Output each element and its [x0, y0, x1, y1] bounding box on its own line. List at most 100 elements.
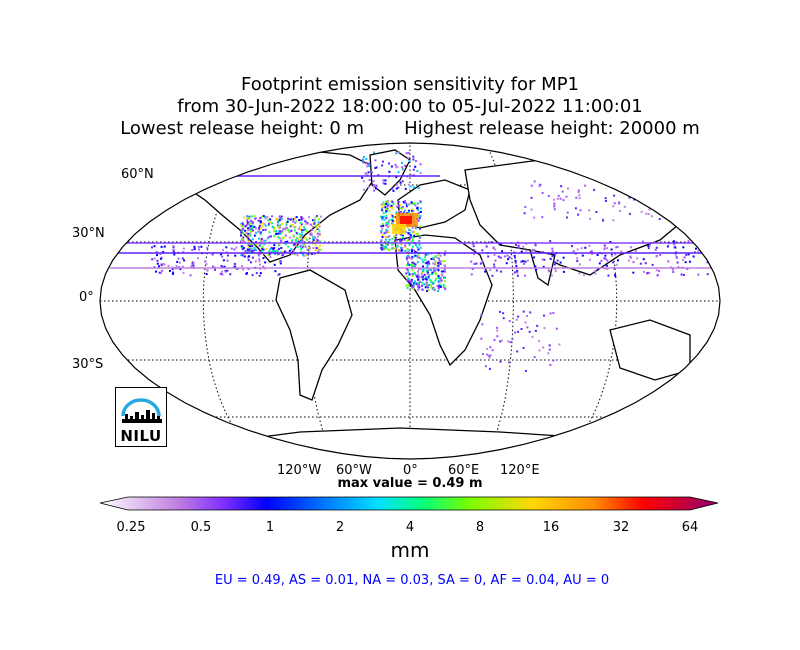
sensitivity-cell	[375, 187, 377, 190]
sensitivity-cell	[299, 221, 302, 224]
sensitivity-cell	[267, 224, 270, 227]
sensitivity-cell	[151, 246, 153, 249]
sensitivity-cell	[279, 232, 282, 235]
sensitivity-cell	[437, 262, 440, 264]
sensitivity-cell	[310, 233, 313, 236]
sensitivity-cell	[230, 247, 233, 250]
sensitivity-cell	[395, 239, 398, 242]
sensitivity-cell	[367, 186, 370, 189]
sensitivity-cell	[414, 280, 416, 283]
sensitivity-cell	[259, 243, 262, 246]
sensitivity-cell	[528, 330, 531, 333]
sensitivity-cell	[481, 259, 484, 262]
sensitivity-cell	[395, 234, 398, 237]
sensitivity-cell	[429, 284, 432, 287]
sensitivity-cell	[424, 256, 427, 259]
sensitivity-cell	[417, 278, 420, 281]
sensitivity-cell	[406, 226, 409, 229]
sensitivity-cell	[404, 244, 407, 247]
sensitivity-cell	[479, 262, 482, 265]
sensitivity-cell	[667, 260, 670, 263]
sensitivity-cell	[683, 274, 685, 276]
sensitivity-cell	[176, 260, 179, 263]
sensitivity-cell	[543, 258, 546, 261]
sensitivity-cell	[156, 259, 159, 262]
sensitivity-cell	[222, 259, 225, 262]
sensitivity-cell	[240, 238, 243, 241]
sensitivity-cell	[395, 245, 398, 248]
sensitivity-cell	[515, 243, 517, 246]
sensitivity-cell	[407, 270, 410, 273]
sensitivity-cell	[603, 247, 606, 250]
sensitivity-cell	[245, 223, 248, 226]
sensitivity-cell	[424, 277, 427, 280]
sensitivity-cell	[434, 271, 437, 274]
sensitivity-cell	[551, 250, 554, 253]
sensitivity-cell	[502, 312, 505, 315]
sensitivity-cell	[484, 270, 487, 273]
sensitivity-cell	[293, 229, 296, 232]
sensitivity-cell	[271, 215, 274, 218]
sensitivity-cell	[382, 179, 385, 182]
region-stats: EU = 0.49, AS = 0.01, NA = 0.03, SA = 0,…	[214, 573, 610, 588]
sensitivity-cell	[407, 151, 410, 154]
sensitivity-cell	[314, 240, 317, 243]
sensitivity-cell	[295, 220, 298, 223]
sensitivity-cell	[404, 209, 406, 212]
sensitivity-cell	[366, 165, 368, 168]
sensitivity-cell	[171, 267, 174, 270]
sensitivity-cell	[229, 273, 232, 276]
sensitivity-cell	[309, 241, 312, 244]
sensitivity-cell	[417, 288, 420, 291]
sensitivity-cell	[406, 263, 409, 266]
sensitivity-cell	[221, 255, 224, 258]
sensitivity-cell	[395, 205, 398, 208]
sensitivity-cell	[438, 263, 441, 266]
sensitivity-cell	[415, 233, 418, 235]
sensitivity-cell	[439, 263, 442, 265]
sensitivity-cell	[319, 215, 322, 218]
sensitivity-cell	[514, 331, 516, 334]
sensitivity-cell	[388, 225, 391, 228]
sensitivity-cell	[414, 244, 417, 247]
sensitivity-cell	[489, 269, 492, 272]
sensitivity-cell	[317, 250, 320, 253]
sensitivity-cell	[439, 280, 441, 283]
lat-label-0: 0°	[79, 290, 94, 305]
sensitivity-cell	[488, 367, 491, 370]
sensitivity-cell	[296, 237, 299, 240]
sensitivity-cell	[306, 222, 309, 225]
sensitivity-cell	[214, 268, 216, 271]
sensitivity-cell	[525, 242, 528, 245]
sensitivity-cell	[408, 228, 410, 231]
sensitivity-cell	[524, 321, 527, 324]
sensitivity-cell	[249, 228, 251, 231]
sensitivity-cell	[697, 273, 700, 276]
sensitivity-cell	[576, 260, 579, 262]
sensitivity-cell	[614, 253, 617, 256]
sensitivity-cell	[299, 244, 302, 247]
sensitivity-cell	[269, 248, 272, 251]
sensitivity-cell	[426, 265, 429, 268]
sensitivity-cell	[381, 223, 384, 226]
sensitivity-cell	[294, 240, 297, 243]
sensitivity-cell	[472, 245, 475, 248]
sensitivity-cell	[443, 260, 446, 262]
sensitivity-cell	[393, 247, 396, 250]
sensitivity-cell	[443, 285, 446, 288]
sensitivity-cell	[182, 251, 185, 254]
sensitivity-cell	[197, 245, 200, 248]
sensitivity-cell	[374, 167, 377, 170]
sensitivity-cell	[432, 258, 435, 261]
sensitivity-cell	[411, 273, 414, 275]
sensitivity-cell	[547, 194, 550, 197]
sensitivity-cell	[362, 161, 365, 164]
sensitivity-cell	[175, 264, 178, 267]
sensitivity-cell	[416, 170, 419, 172]
sensitivity-cell	[264, 228, 267, 231]
sensitivity-cell	[514, 259, 517, 262]
sensitivity-cell	[387, 222, 390, 225]
sensitivity-cell	[572, 250, 575, 253]
sensitivity-cell	[516, 350, 519, 353]
sensitivity-cell	[388, 219, 391, 221]
